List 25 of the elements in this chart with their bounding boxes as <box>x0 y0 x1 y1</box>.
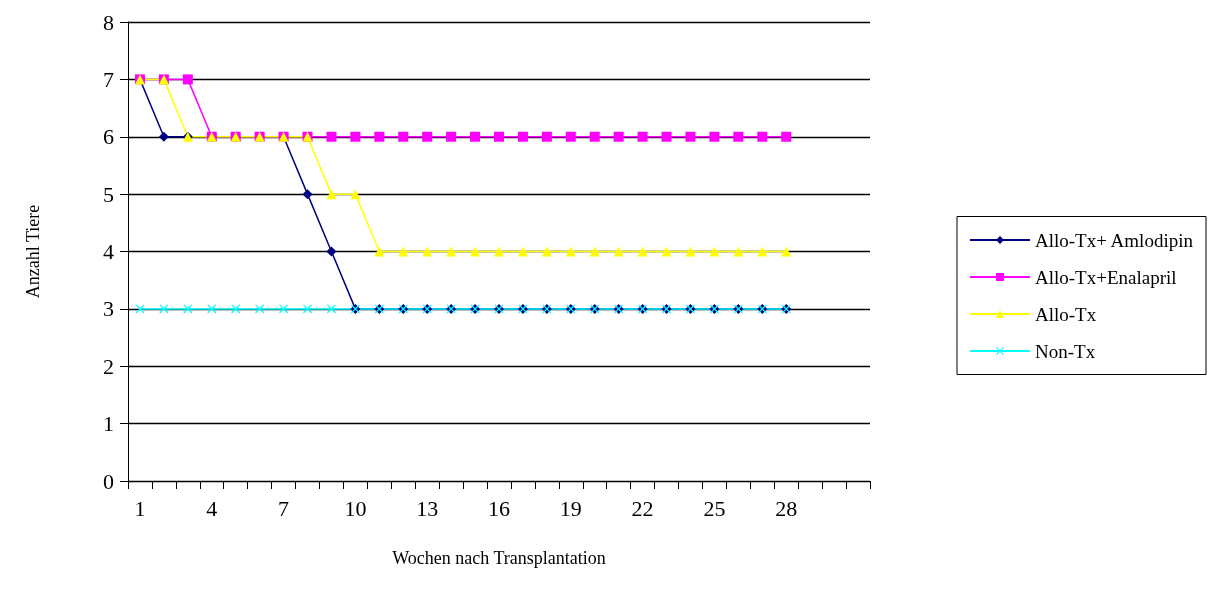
x-tick-label: 1 <box>134 495 146 521</box>
x-tick-label: 7 <box>278 495 290 521</box>
x-tick-label: 16 <box>488 495 510 521</box>
y-tick-label: 3 <box>103 296 114 322</box>
y-tick-label: 2 <box>103 353 114 379</box>
legend-label: Allo-Tx+Enalapril <box>1034 266 1177 288</box>
legend-label: Non-Tx <box>1034 340 1096 362</box>
y-tick-label: 7 <box>103 66 114 92</box>
y-tick-label: 4 <box>103 239 114 264</box>
x-tick-label: 28 <box>775 495 798 521</box>
x-tick-label: 22 <box>631 495 654 521</box>
y-tick-label: 6 <box>103 124 114 150</box>
y-axis-title: Anzahl Tiere <box>23 204 43 299</box>
legend-label: Allo-Tx <box>1034 303 1097 325</box>
y-tick-label: 8 <box>103 9 114 35</box>
x-tick-label: 4 <box>206 495 218 521</box>
legend-label: Allo-Tx+ Amlodipin <box>1034 229 1194 251</box>
y-tick-label: 0 <box>103 468 114 494</box>
x-axis-title: Wochen nach Transplantation <box>392 548 606 568</box>
x-tick-label: 25 <box>703 495 726 521</box>
x-tick-label: 10 <box>344 495 367 521</box>
y-tick-label: 1 <box>103 411 114 437</box>
y-tick-label: 5 <box>103 181 114 207</box>
x-tick-label: 19 <box>559 495 582 521</box>
x-tick-label: 13 <box>416 495 439 521</box>
